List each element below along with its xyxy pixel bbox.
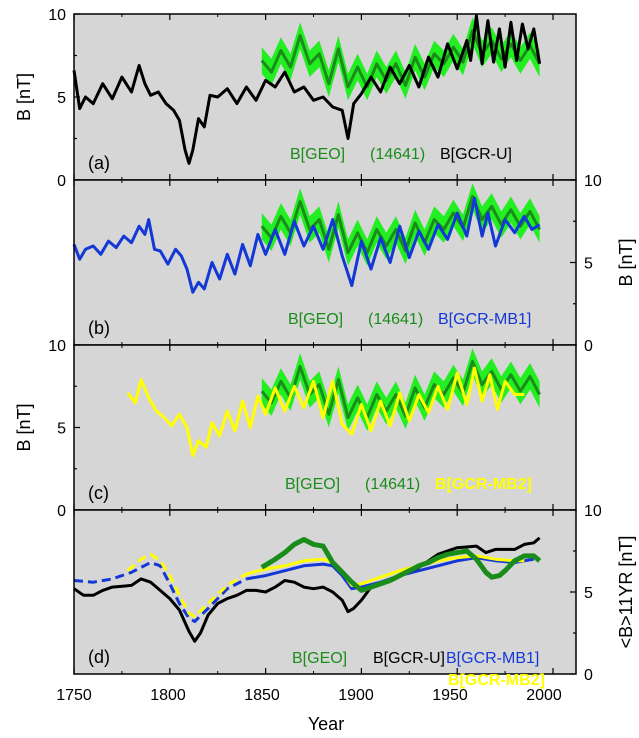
x-tick-label: 1750	[56, 687, 92, 704]
panel-d: 0 5 10 <B>11YR [nT] (d) B[GEO] B[GCR-U] B[GCR-M…	[73, 503, 636, 689]
panel-a: 0 5 10 B [nT] (a) B[GEO] (14641) B[GCR-U]	[14, 7, 577, 190]
legend-entry: B[GEO]	[288, 311, 343, 328]
legend-entry: B[GCR-U]	[440, 146, 512, 163]
series-line-b-gcr-mb2-dashed	[126, 552, 248, 619]
y-axis-title: B [nT]	[14, 73, 34, 121]
y-tick-label: 0	[584, 667, 593, 684]
x-axis-title: Year	[308, 714, 344, 734]
legend-entry: B[GCR-MB2]	[435, 476, 532, 493]
y-tick-label: 0	[57, 503, 66, 520]
legend-entry: B[GCR-MB2]	[448, 672, 545, 689]
legend-entry: B[GEO]	[292, 650, 347, 667]
y-tick-label: 0	[57, 173, 66, 190]
panel-c: 0 5 10 B [nT] (c) B[GEO] (14641) B[GCR-MB2]	[14, 338, 577, 520]
series-line-b-gcr-u	[73, 536, 541, 643]
legend-entry: (14641)	[370, 146, 425, 163]
y-axis-title: B [nT]	[14, 403, 34, 451]
panel-label: (a)	[88, 153, 110, 173]
series-line-b-gcr-mb2	[246, 554, 525, 587]
series-line-b-gcr-mb2	[126, 366, 525, 458]
legend-entry: B[GEO]	[290, 146, 345, 163]
y-tick-label: 5	[57, 90, 66, 107]
series-line-b-geo	[260, 360, 541, 420]
legend-entry: B[GCR-U]	[373, 650, 445, 667]
legend-entry: B[GCR-MB1]	[438, 311, 531, 328]
x-tick-label: 1900	[338, 687, 374, 704]
series-line-b-gcr-mb1-dashed	[73, 561, 248, 623]
panels: 0 5 10 B [nT] (a) B[GEO] (14641) B[GCR-U] 0 5 10 B …	[14, 7, 636, 689]
x-axis: 1750 1800 1850 1900 1950 2000 Year	[56, 687, 562, 734]
series-line-b-geo	[260, 29, 541, 89]
x-tick-label: 1950	[432, 687, 468, 704]
x-tick-label: 2000	[526, 687, 562, 704]
y-tick-label: 0	[584, 338, 593, 355]
y-tick-label: 10	[584, 503, 602, 520]
panel-label: (b)	[88, 318, 110, 338]
y-tick-label: 5	[584, 585, 593, 602]
x-tick-label: 1800	[150, 687, 186, 704]
series-line-b-gcr-u	[72, 14, 542, 165]
y-tick-label: 5	[57, 421, 66, 438]
y-tick-label: 10	[48, 338, 66, 355]
panel-label: (d)	[88, 647, 110, 667]
series-line-b-geo	[260, 537, 542, 593]
panel-label: (c)	[88, 483, 109, 503]
series-line-b-geo	[260, 195, 541, 255]
panel-b: 0 5 10 B [nT] (b) B[GEO] (14641) B[GCR-MB1]	[72, 173, 636, 355]
y-axis-title: <B>11YR [nT]	[616, 536, 636, 649]
legend-entry: B[GEO]	[285, 476, 340, 493]
x-tick-label: 1850	[244, 687, 280, 704]
series-line-b-gcr-mb1	[72, 196, 541, 294]
plot-area	[74, 510, 576, 674]
y-tick-label: 5	[584, 256, 593, 273]
y-tick-label: 10	[48, 7, 66, 24]
y-axis-title: B [nT]	[616, 238, 636, 286]
legend-entry: (14641)	[368, 311, 423, 328]
legend-entry: B[GCR-MB1]	[446, 650, 539, 667]
legend-entry: (14641)	[365, 476, 420, 493]
y-tick-label: 10	[584, 173, 602, 190]
